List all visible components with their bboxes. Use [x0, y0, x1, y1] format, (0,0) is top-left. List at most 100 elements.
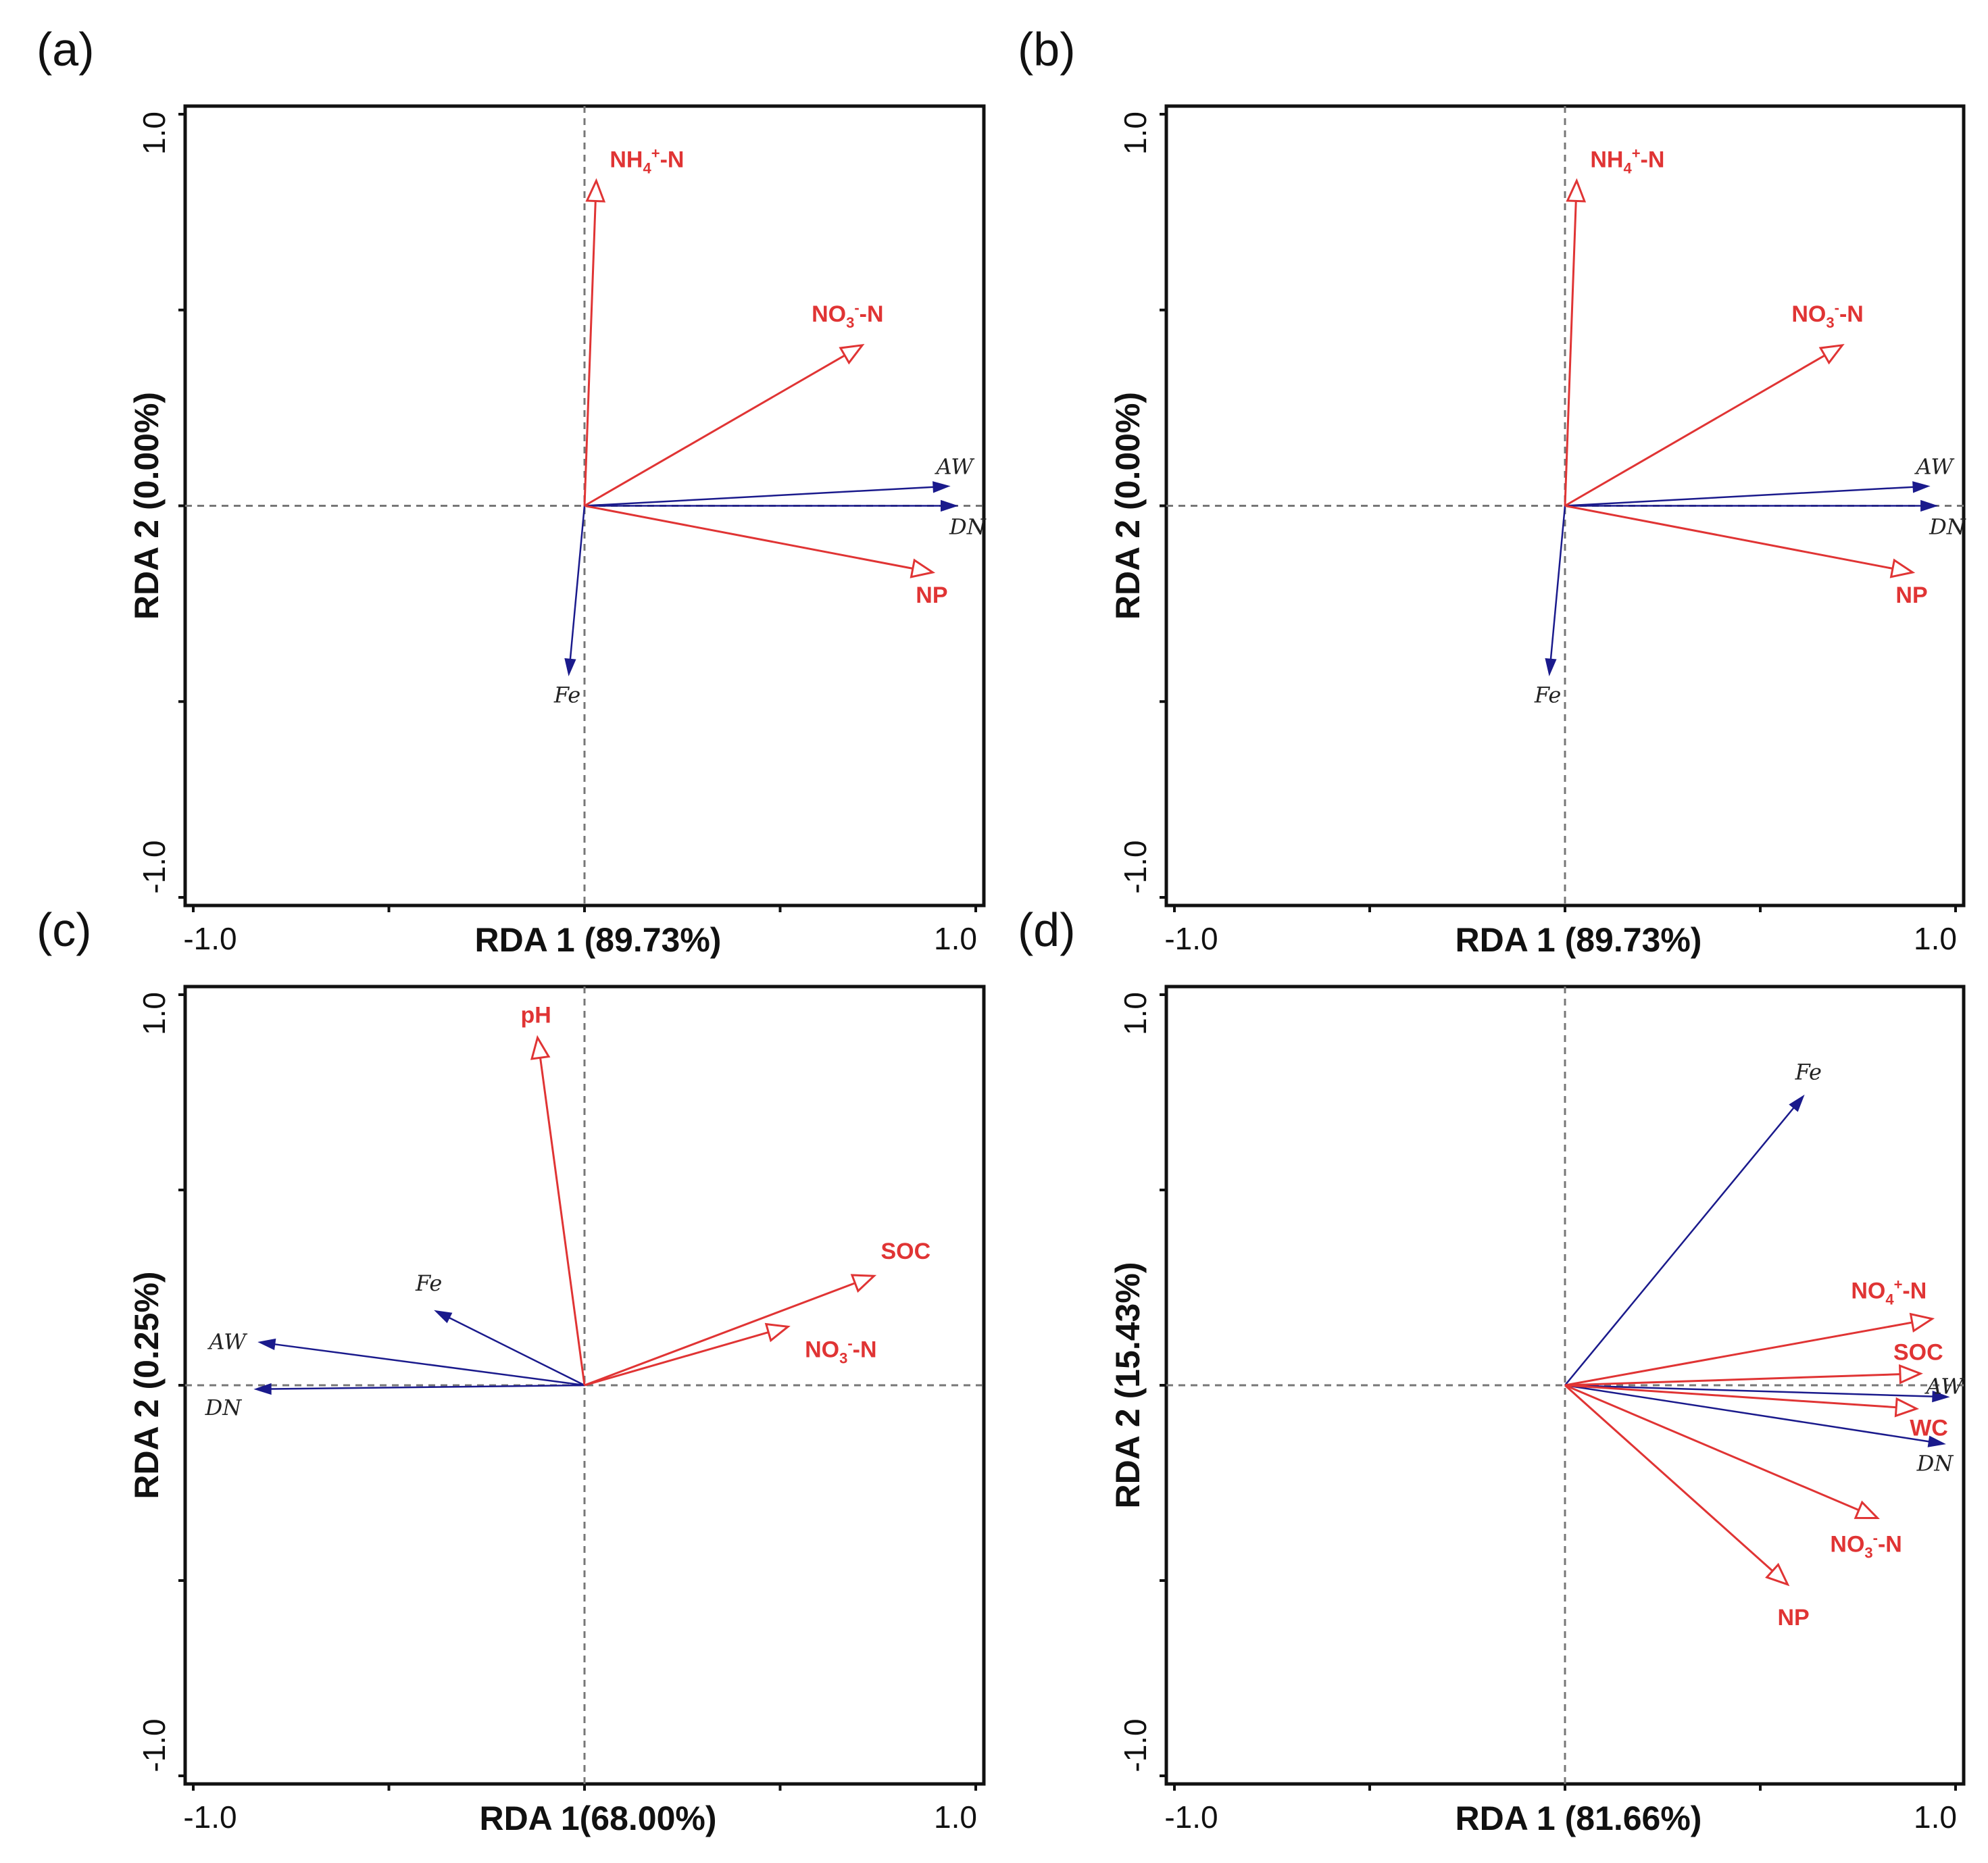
arrow-shaft [1564, 486, 1914, 507]
arrow-shaft [1564, 1384, 1897, 1409]
arrow-shaft [584, 1282, 855, 1387]
arrow-head [1545, 657, 1557, 676]
arrow-shaft [1564, 201, 1577, 506]
arrow-shaft [584, 354, 845, 507]
arrow-head [1765, 1562, 1790, 1587]
arrow-shaft [1564, 505, 1893, 570]
x-tick-label-max: 1.0 [934, 1799, 977, 1835]
environment-arrow-ph: pH [521, 1003, 586, 1386]
x-axis-title: RDA 1 (89.73%) [475, 921, 722, 959]
environment-arrow-np: NP [1564, 1384, 1810, 1631]
y-axis-title: RDA 2 (0.25%) [128, 1271, 166, 1499]
arrow-shaft [569, 505, 586, 660]
response-arrow-fe: Fe [415, 1270, 585, 1387]
y-tick-label-max: 1.0 [1118, 111, 1153, 155]
panel-label: (a) [36, 23, 95, 76]
arrow-head [257, 1338, 276, 1351]
arrow-shaft [1564, 1321, 1913, 1387]
environment-label-no4-n: NO4+-N [1851, 1276, 1927, 1308]
arrow-head [1889, 558, 1916, 578]
x-tick-label-min: -1.0 [1164, 921, 1218, 956]
arrow-head [434, 1310, 453, 1324]
arrow-head [564, 657, 576, 676]
arrow-head [1789, 1094, 1805, 1112]
arrow-head [1909, 1312, 1935, 1333]
environment-label-np: NP [1895, 582, 1927, 608]
x-tick-label-max: 1.0 [1914, 1799, 1957, 1835]
response-label-aw: AW [934, 454, 975, 480]
environment-label-nh4-n: NH4+-N [1590, 145, 1664, 177]
response-arrow-aw: AW [584, 454, 975, 507]
arrow-shaft [1564, 1107, 1795, 1386]
environment-label-ph: pH [521, 1003, 551, 1028]
response-arrow-dn: DN [1564, 1384, 1954, 1476]
arrow-head [1818, 343, 1845, 365]
environment-arrow-wc: WC [1564, 1384, 1948, 1441]
environment-arrow-no3-n: NO3--N [1564, 1384, 1902, 1562]
response-arrow-fe: Fe [553, 505, 586, 708]
x-tick-label-min: -1.0 [183, 921, 237, 956]
panel-label: (b) [1018, 23, 1076, 76]
x-tick-label-min: -1.0 [1164, 1799, 1218, 1835]
arrow-shaft [270, 1384, 585, 1390]
arrow-head [1920, 499, 1939, 512]
y-axis-title: RDA 2 (15.43%) [1109, 1262, 1147, 1509]
panel-b: (b) -1.0 1.0 1.0 -1.0 RDA 1 (89.73%) RDA 2 (0.… [1018, 23, 1966, 959]
x-tick-label-max: 1.0 [1914, 921, 1957, 956]
response-arrow-aw: AW [1564, 1373, 1965, 1403]
environment-arrow-no4-n: NO4+-N [1564, 1276, 1935, 1387]
environment-label-no3-n: NO3--N [1830, 1530, 1902, 1562]
arrow-shaft [1564, 1384, 1774, 1572]
environment-label-soc: SOC [880, 1239, 930, 1264]
panel-label: (c) [36, 903, 92, 956]
response-label-fe: Fe [1534, 682, 1561, 708]
response-arrow-aw: AW [207, 1328, 585, 1387]
response-label-fe: Fe [553, 682, 580, 708]
arrow-shaft [1564, 1384, 1933, 1397]
y-tick-label-min: -1.0 [1118, 840, 1153, 893]
y-tick-label-max: 1.0 [1118, 992, 1153, 1035]
arrow-shaft [1564, 1384, 1930, 1443]
environment-arrow-np: NP [584, 505, 948, 608]
environment-arrow-nh4-n: NH4+-N [1564, 145, 1664, 506]
response-label-dn: DN [205, 1395, 243, 1420]
arrow-head [1566, 178, 1587, 203]
arrow-head [941, 499, 959, 512]
panel-a: (a) -1.0 1.0 1.0 -1.0 RDA 1 (89.73%) RDA 2 (0.… [36, 23, 987, 959]
x-axis-title: RDA 1 (89.73%) [1456, 921, 1702, 959]
x-axis-title: RDA 1(68.00%) [479, 1799, 716, 1837]
y-tick-label-max: 1.0 [136, 111, 172, 155]
panel-label: (d) [1018, 903, 1076, 956]
x-tick-label-max: 1.0 [934, 921, 977, 956]
environment-arrow-no3-n: NO3--N [1564, 299, 1864, 507]
arrow-shaft [539, 1058, 586, 1386]
arrow-head [1854, 1500, 1880, 1520]
environment-label-nh4-n: NH4+-N [610, 145, 684, 177]
response-arrow-fe: Fe [1534, 505, 1566, 708]
response-arrow-fe: Fe [1564, 1059, 1822, 1386]
response-arrow-aw: AW [1564, 454, 1955, 507]
arrow-shaft [1549, 505, 1566, 660]
response-label-fe: Fe [1795, 1059, 1822, 1085]
arrow-shaft [1564, 354, 1826, 507]
environment-arrow-np: NP [1564, 505, 1928, 608]
arrow-head [1912, 481, 1931, 493]
environment-label-np: NP [916, 582, 947, 608]
response-arrow-dn: DN [585, 499, 987, 540]
arrow-shaft [584, 1331, 769, 1387]
arrow-head [933, 481, 951, 493]
environment-arrow-nh4-n: NH4+-N [583, 145, 684, 506]
environment-arrow-no3-n: NO3--N [584, 1322, 877, 1387]
y-axis-title: RDA 2 (0.00%) [128, 392, 166, 620]
arrow-head [1894, 1397, 1920, 1418]
environment-label-no3-n: NO3--N [812, 299, 883, 331]
y-tick-label-min: -1.0 [1118, 1718, 1153, 1772]
environment-label-np: NP [1777, 1605, 1809, 1631]
arrow-shaft [274, 1343, 585, 1387]
arrow-head [839, 343, 865, 365]
environment-arrow-no3-n: NO3--N [584, 299, 884, 507]
arrow-head [910, 558, 936, 578]
arrow-head [764, 1322, 791, 1343]
arrow-shaft [1564, 1373, 1901, 1387]
